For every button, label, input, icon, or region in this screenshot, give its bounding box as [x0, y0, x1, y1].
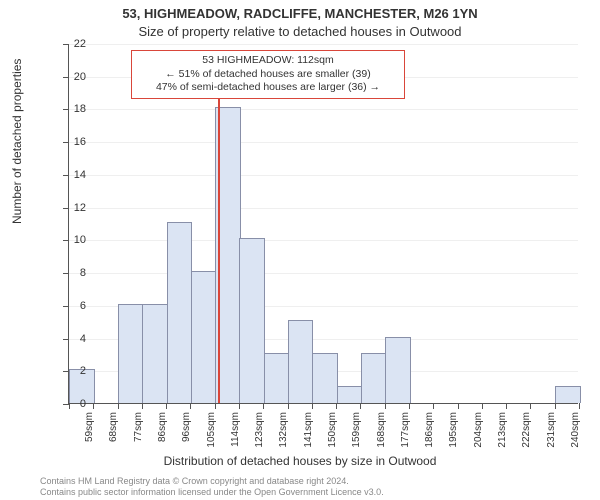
y-tick-label: 18	[56, 103, 86, 115]
x-tick-label: 231sqm	[546, 412, 557, 462]
y-axis-title: Number of detached properties	[10, 59, 24, 224]
x-tick-label: 186sqm	[424, 412, 435, 462]
y-tick-label: 0	[56, 398, 86, 410]
histogram-bar	[288, 320, 313, 403]
chart-title-address: 53, HIGHMEADOW, RADCLIFFE, MANCHESTER, M…	[0, 6, 600, 21]
histogram-bar	[239, 238, 264, 403]
x-tick-label: 240sqm	[570, 412, 581, 462]
x-tick-label: 141sqm	[303, 412, 314, 462]
x-tick-label: 59sqm	[84, 412, 95, 462]
footer-line1: Contains HM Land Registry data © Crown c…	[40, 476, 580, 487]
histogram-bar	[142, 304, 167, 403]
histogram-bar	[264, 353, 289, 403]
x-tick-label: 177sqm	[400, 412, 411, 462]
y-tick-label: 8	[56, 267, 86, 279]
x-tick-label: 132sqm	[278, 412, 289, 462]
x-tick-label: 150sqm	[327, 412, 338, 462]
x-tick	[433, 403, 434, 409]
x-tick	[506, 403, 507, 409]
histogram-bar	[118, 304, 143, 403]
chart-title-description: Size of property relative to detached ho…	[0, 24, 600, 39]
x-tick	[360, 403, 361, 409]
x-tick	[579, 403, 580, 409]
grid-line	[69, 240, 578, 241]
footer-attribution: Contains HM Land Registry data © Crown c…	[40, 476, 580, 498]
annotation-line: 53 HIGHMEADOW: 112sqm	[138, 54, 398, 68]
x-tick-label: 213sqm	[497, 412, 508, 462]
y-tick-label: 20	[56, 71, 86, 83]
y-tick-label: 10	[56, 234, 86, 246]
x-tick	[239, 403, 240, 409]
grid-line	[69, 175, 578, 176]
x-tick	[385, 403, 386, 409]
x-tick	[263, 403, 264, 409]
x-tick	[482, 403, 483, 409]
x-tick	[166, 403, 167, 409]
x-tick	[409, 403, 410, 409]
grid-line	[69, 109, 578, 110]
x-tick	[458, 403, 459, 409]
y-tick-label: 6	[56, 300, 86, 312]
x-tick-label: 204sqm	[473, 412, 484, 462]
x-tick	[215, 403, 216, 409]
grid-line	[69, 208, 578, 209]
x-tick-label: 159sqm	[351, 412, 362, 462]
annotation-line: ← 51% of detached houses are smaller (39…	[138, 68, 398, 82]
histogram-plot-area: 53 HIGHMEADOW: 112sqm← 51% of detached h…	[68, 44, 578, 404]
footer-line2: Contains public sector information licen…	[40, 487, 580, 498]
x-tick-label: 222sqm	[521, 412, 532, 462]
x-tick	[288, 403, 289, 409]
histogram-bar	[361, 353, 386, 403]
x-tick-label: 77sqm	[133, 412, 144, 462]
histogram-bar	[191, 271, 216, 403]
histogram-bar	[555, 386, 580, 403]
x-tick-label: 105sqm	[206, 412, 217, 462]
x-tick	[118, 403, 119, 409]
x-tick	[93, 403, 94, 409]
x-tick-label: 96sqm	[181, 412, 192, 462]
x-tick-label: 168sqm	[376, 412, 387, 462]
x-tick	[312, 403, 313, 409]
x-tick-label: 68sqm	[108, 412, 119, 462]
x-tick	[142, 403, 143, 409]
x-tick	[530, 403, 531, 409]
x-tick	[190, 403, 191, 409]
histogram-bar	[167, 222, 192, 403]
histogram-bar	[312, 353, 337, 403]
y-tick-label: 2	[56, 365, 86, 377]
histogram-bar	[337, 386, 362, 403]
annotation-line: 47% of semi-detached houses are larger (…	[138, 81, 398, 95]
x-tick-label: 86sqm	[157, 412, 168, 462]
y-tick-label: 4	[56, 333, 86, 345]
grid-line	[69, 142, 578, 143]
x-tick-label: 195sqm	[448, 412, 459, 462]
histogram-bar	[385, 337, 410, 403]
x-tick	[555, 403, 556, 409]
x-tick-label: 123sqm	[254, 412, 265, 462]
grid-line	[69, 44, 578, 45]
x-tick	[336, 403, 337, 409]
property-marker-line	[218, 59, 220, 403]
x-tick-label: 114sqm	[230, 412, 241, 462]
y-tick-label: 22	[56, 38, 86, 50]
y-tick-label: 14	[56, 169, 86, 181]
grid-line	[69, 273, 578, 274]
y-tick-label: 12	[56, 202, 86, 214]
annotation-box: 53 HIGHMEADOW: 112sqm← 51% of detached h…	[131, 50, 405, 99]
y-tick-label: 16	[56, 136, 86, 148]
